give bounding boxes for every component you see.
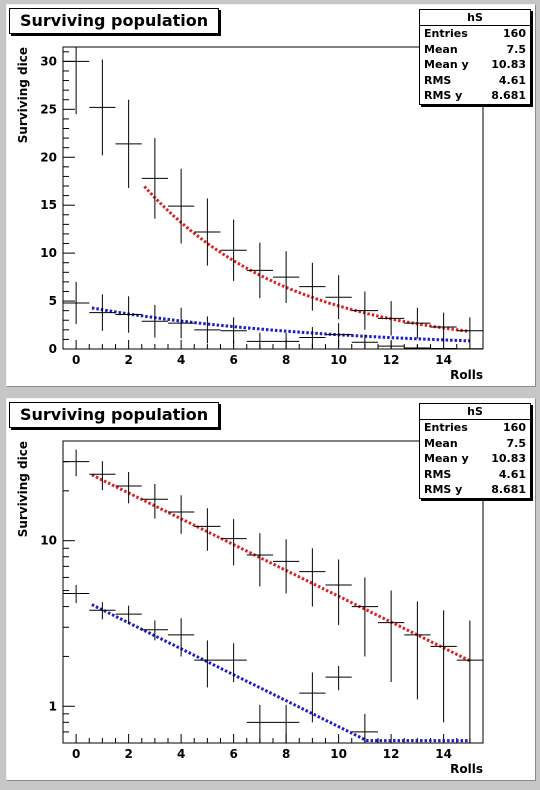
stats-value: 160 <box>503 421 526 434</box>
fit-curve <box>91 603 470 743</box>
stats-value: 8.681 <box>491 483 526 496</box>
stats-label: Mean y <box>424 58 469 71</box>
stats-value: 4.61 <box>498 467 526 481</box>
stats-value: 160 <box>503 27 526 40</box>
plot-area-log: 0 2 4 6 8 10 12 14 1 10 Rolls Surviving dice <box>16 440 484 776</box>
x-tick-label: 14 <box>435 353 452 367</box>
chart-title: Surviving population <box>9 8 220 34</box>
chart-panel-log: 0 2 4 6 8 10 12 14 1 10 Rolls Surviving dice Surviv… <box>6 398 536 781</box>
stats-label: Entries <box>424 421 468 434</box>
stats-row-rms-y: RMS y 8.681 <box>420 88 530 104</box>
stats-row-mean: Mean 7.5 <box>420 42 530 58</box>
stats-label: RMS y <box>424 89 463 102</box>
stats-label: RMS <box>424 467 452 481</box>
stats-row-mean: Mean 7.5 <box>420 436 530 452</box>
stats-name: hS <box>420 10 530 26</box>
stats-row-mean-y: Mean y 10.83 <box>420 57 530 73</box>
stats-value: 7.5 <box>506 436 527 450</box>
stats-row-mean-y: Mean y 10.83 <box>420 451 530 467</box>
x-axis-label: Rolls <box>450 368 483 382</box>
stats-name: hS <box>420 404 530 420</box>
x-tick-label: 8 <box>282 747 290 761</box>
y-tick-label: 25 <box>40 102 57 116</box>
x-tick-label: 14 <box>435 747 452 761</box>
x-tick-label: 4 <box>177 353 185 367</box>
y-tick-label: 0 <box>49 342 57 356</box>
x-tick-label: 8 <box>282 353 290 367</box>
stats-row-entries: Entries 160 <box>420 26 530 42</box>
x-tick-label: 12 <box>383 353 400 367</box>
y-tick-label: 10 <box>40 534 57 548</box>
stats-row-rms-y: RMS y 8.681 <box>420 482 530 498</box>
x-tick-label: 10 <box>330 747 347 761</box>
stats-value: 4.61 <box>498 73 526 87</box>
x-tick-label: 0 <box>72 747 80 761</box>
stats-label: Mean <box>424 436 458 450</box>
y-tick-label: 30 <box>40 54 57 68</box>
chart-title: Surviving population <box>9 402 220 428</box>
fit-curve <box>143 185 469 333</box>
y-tick-label: 10 <box>40 246 57 260</box>
fit-curve <box>91 473 471 663</box>
x-tick-label: 10 <box>330 353 347 367</box>
chart-panel-linear: 0 2 4 6 8 10 12 14 0 5 10 15 20 25 30 Rolls Surviving di… <box>6 4 536 387</box>
stats-value: 8.681 <box>491 89 526 102</box>
x-tick-label: 0 <box>72 353 80 367</box>
y-tick-label: 15 <box>40 198 57 212</box>
stats-row-rms: RMS 4.61 <box>420 467 530 483</box>
y-tick-label: 1 <box>49 699 57 713</box>
stats-row-entries: Entries 160 <box>420 420 530 436</box>
stats-box: hS Entries 160 Mean 7.5 Mean y 10.83 RMS 4.6… <box>419 9 531 105</box>
x-tick-label: 12 <box>383 747 400 761</box>
stats-label: Mean <box>424 42 458 56</box>
y-tick-label: 20 <box>40 150 57 164</box>
x-tick-label: 6 <box>229 747 237 761</box>
y-axis-label: Surviving dice <box>16 47 30 143</box>
y-tick-label: 5 <box>49 294 57 308</box>
stats-label: Mean y <box>424 452 469 465</box>
stats-row-rms: RMS 4.61 <box>420 73 530 89</box>
x-axis-label: Rolls <box>450 762 483 776</box>
stats-value: 10.83 <box>491 58 526 71</box>
stats-label: RMS <box>424 73 452 87</box>
x-tick-label: 4 <box>177 747 185 761</box>
x-tick-label: 2 <box>124 747 132 761</box>
stats-value: 7.5 <box>506 42 527 56</box>
x-tick-label: 6 <box>229 353 237 367</box>
x-tick-label: 2 <box>124 353 132 367</box>
y-axis-label: Surviving dice <box>16 441 30 537</box>
stats-value: 10.83 <box>491 452 526 465</box>
stats-label: Entries <box>424 27 468 40</box>
stats-box: hS Entries 160 Mean 7.5 Mean y 10.83 RMS 4.6… <box>419 403 531 499</box>
plot-area-linear: 0 2 4 6 8 10 12 14 0 5 10 15 20 25 30 Rolls Surviving di… <box>16 46 484 382</box>
stats-label: RMS y <box>424 483 463 496</box>
